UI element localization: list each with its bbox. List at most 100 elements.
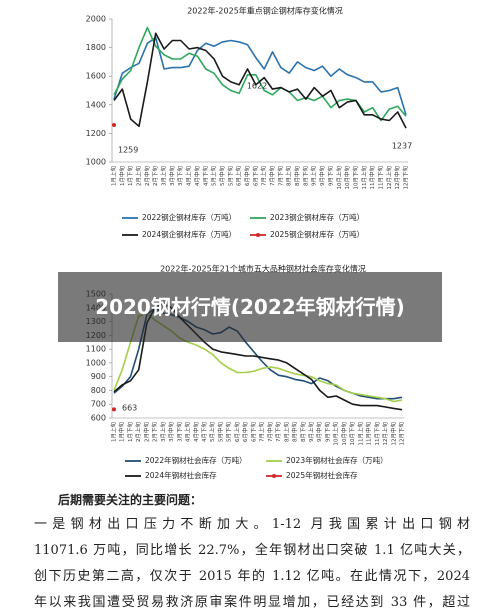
x-tick-label: 5月下旬 [225,422,233,442]
x-tick-label: 7月下旬 [274,422,282,442]
x-tick-label: 7月中旬 [268,166,276,186]
x-tick-label: 10月中旬 [340,422,348,446]
legend-label: 2025年钢材社会库存 [286,470,358,480]
x-tick-label: 9月上旬 [307,422,315,442]
x-tick-label: 6月下旬 [251,166,259,186]
x-tick-label: 9月下旬 [323,422,331,442]
x-tick-label: 8月下旬 [301,166,309,186]
x-tick-label: 10月中旬 [343,166,351,190]
notes: 后期需要关注的主要问题： 一是钢材出口压力不断加大。1-12 月我国累计出口钢材… [0,488,500,616]
note-lines: 一是钢材出口压力不断加大。1-12 月我国累计出口钢材 11071.6 万吨，同比… [0,512,500,616]
x-tick-label: 2月上旬 [135,166,143,186]
legend-label: 2024年钢材社会库存 [145,470,217,480]
x-tick-label: 1月下旬 [126,422,134,442]
annotation: 1622 [247,82,267,91]
banner-title: 2020钢材行情(2022年钢材行情) [95,295,405,319]
legend-marker [256,233,260,237]
x-tick-label: 5月中旬 [218,166,226,186]
x-tick-label: 2月中旬 [142,422,150,442]
legend-label: 2023钢企钢材库存（万吨） [270,212,364,222]
legend-label: 2025钢企钢材库存（万吨） [270,229,364,239]
banner: 2020钢材行情(2022年钢材行情) [58,272,442,342]
data-point [112,122,116,127]
x-tick-label: 8月下旬 [299,422,307,442]
x-tick-label: 9月中旬 [315,422,323,442]
x-tick-label: 3月中旬 [167,422,175,442]
y-tick-label: 1000 [86,358,106,367]
legend-marker [272,474,276,478]
note-line: 创下历史第二高，仅次于 2015 年的 1.12 亿吨。在此情况下，2024 [34,569,470,584]
y-tick-label: 600 [91,414,106,423]
y-tick-label: 1100 [86,345,106,354]
annotation: 663 [122,404,137,413]
x-tick-label: 5月上旬 [210,166,218,186]
annotation: 1237 [392,142,412,151]
x-tick-label: 5月下旬 [226,166,234,186]
x-tick-label: 12月中旬 [389,422,397,446]
x-tick-label: 7月下旬 [276,166,284,186]
x-tick-label: 4月中旬 [193,166,201,186]
x-tick-label: 2月中旬 [143,166,151,186]
y-tick-label: 1800 [86,43,106,52]
x-tick-label: 2月上旬 [134,422,142,442]
x-tick-label: 5月中旬 [216,422,224,442]
x-tick-label: 4月下旬 [201,166,209,186]
x-tick-label: 8月中旬 [293,166,301,186]
x-tick-label: 11月上旬 [356,422,364,446]
y-tick-label: 900 [91,372,106,381]
x-tick-label: 3月中旬 [168,166,176,186]
x-tick-label: 1月中旬 [118,422,126,442]
x-tick-label: 8月上旬 [282,422,290,442]
x-tick-label: 8月中旬 [291,422,299,442]
x-tick-label: 12月上旬 [385,166,393,190]
x-tick-label: 11月上旬 [360,166,368,190]
y-tick-label: 1400 [86,100,106,109]
x-tick-label: 2月下旬 [151,422,159,442]
y-tick-label: 2000 [86,15,106,24]
x-tick-label: 9月上旬 [310,166,318,186]
legend-label: 2022钢企钢材库存（万吨） [142,212,236,222]
chart-title: 2022年-2025年重点钢企钢材库存变化情况 [187,6,343,16]
x-tick-label: 6月中旬 [241,422,249,442]
x-tick-label: 5月上旬 [208,422,216,442]
x-tick-label: 10月下旬 [351,166,359,190]
charts: 2022年-2025年重点钢企钢材库存变化情况 1000 1200 1400 1600 1… [86,6,413,481]
x-tick-label: 6月上旬 [235,166,243,186]
x-tick-label: 3月上旬 [159,422,167,442]
x-tick-label: 10月上旬 [335,166,343,190]
x-tick-label: 7月上旬 [260,166,268,186]
x-tick-label: 9月中旬 [318,166,326,186]
x-tick-label: 12月中旬 [393,166,401,190]
x-tick-label: 4月上旬 [184,422,192,442]
x-tick-label: 1月中旬 [118,166,126,186]
x-tick-label: 7月中旬 [266,422,274,442]
x-tick-label: 1月上旬 [110,166,118,186]
legend-label: 2023年钢材社会库存（万吨） [286,455,388,465]
x-tick-label: 3月上旬 [160,166,168,186]
legend-label: 2022年钢材社会库存（万吨） [145,455,247,465]
x-tick-label: 10月上旬 [332,422,340,446]
x-tick-label: 1月上旬 [110,422,118,442]
x-tick-label: 10月下旬 [348,422,356,446]
legend-label: 2024钢企钢材库存（万吨） [142,229,236,239]
series-line [113,26,407,122]
x-tick-label: 12月下旬 [402,166,410,190]
x-tick-label: 1月下旬 [126,166,134,186]
x-tick-label: 11月下旬 [376,166,384,190]
y-tick-label: 700 [91,400,106,409]
x-tick-label: 12月下旬 [398,422,406,446]
x-tick-label: 3月下旬 [176,166,184,186]
x-tick-label: 4月上旬 [185,166,193,186]
x-tick-label: 3月下旬 [175,422,183,442]
series-line [113,32,407,129]
x-tick-label: 4月中旬 [192,422,200,442]
x-tick-label: 6月中旬 [243,166,251,186]
x-tick-label: 8月上旬 [285,166,293,186]
y-tick-label: 1000 [86,158,106,167]
x-tick-label: 4月下旬 [200,422,208,442]
note-line: 11071.6 万吨，同比增长 22.7%，全年钢材出口突破 1.1 亿吨大关， [34,543,470,558]
data-point [112,407,116,412]
x-tick-label: 11月中旬 [368,166,376,190]
note-line: 年以来我国遭受贸易救济原审案件明显增加，已经达到 33 件，超过 [34,595,470,610]
